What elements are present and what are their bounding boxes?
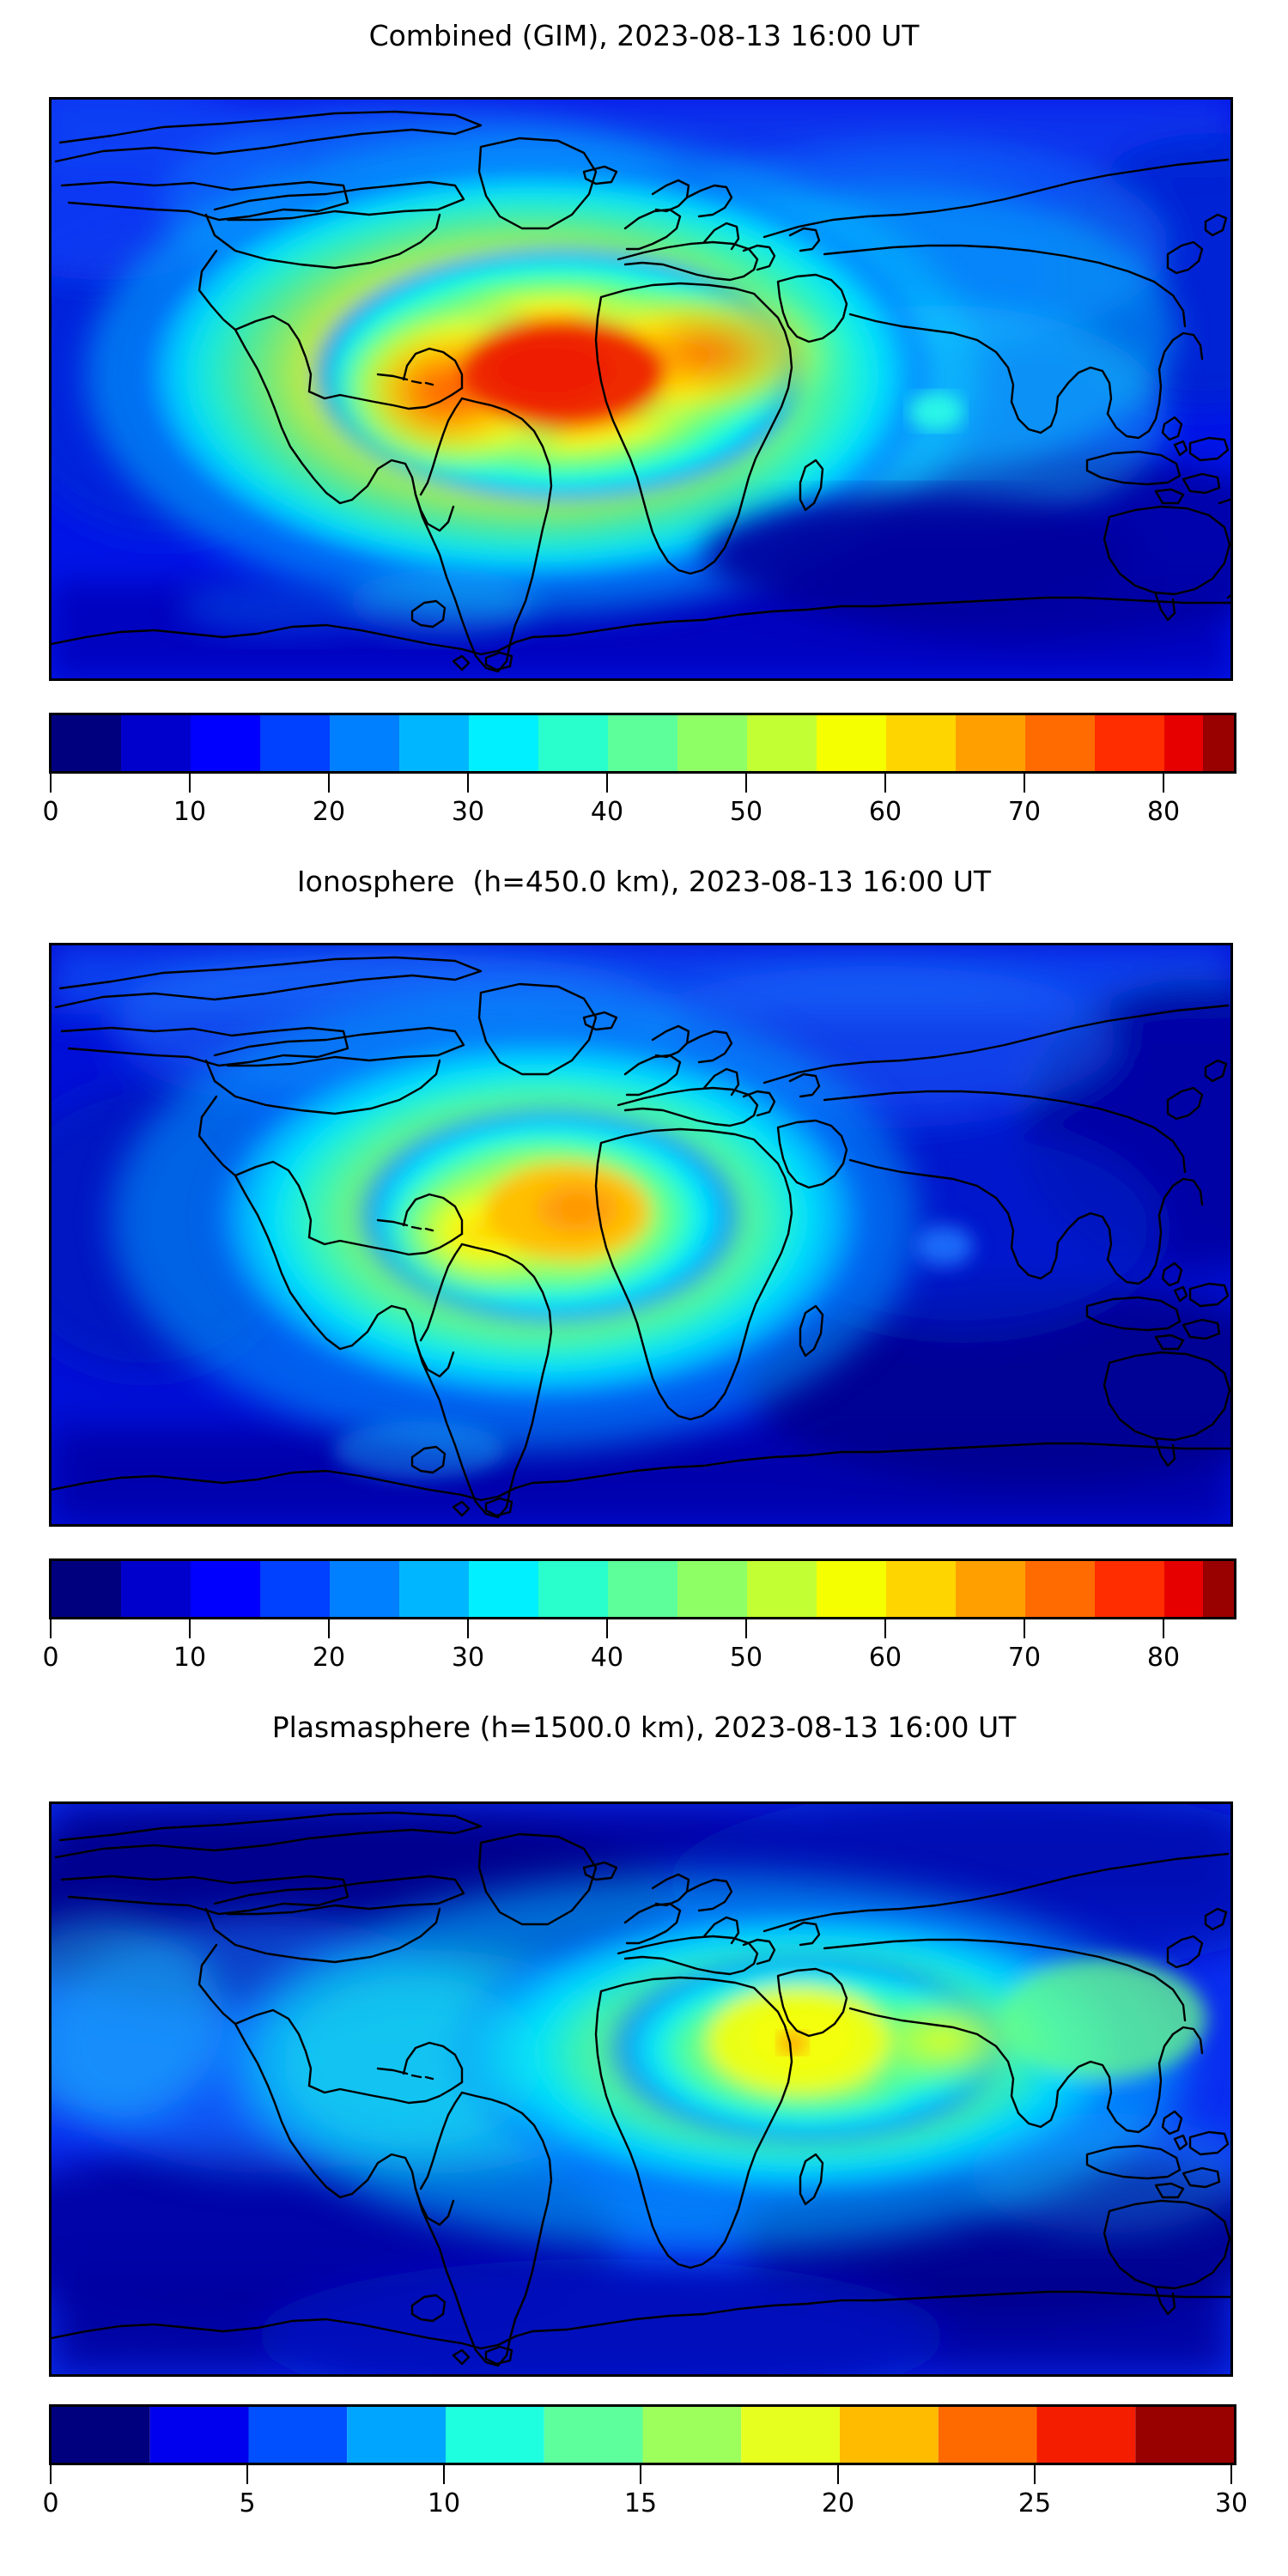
colorbar-label: 20	[312, 797, 346, 827]
colorbar-combined-gim	[49, 713, 1236, 774]
colorbar-wrap-ionosphere: 0 10 20 30 40 50 60 70 80	[0, 1558, 1288, 1704]
colorbar-tick	[1034, 2465, 1036, 2484]
colorbar-tick	[606, 774, 608, 793]
map-ionosphere	[49, 943, 1233, 1527]
coastlines	[52, 1811, 1230, 2367]
colorbar-tick	[884, 774, 886, 793]
colorbar-swatches-ionosphere	[52, 1561, 1234, 1617]
colorbar-tick	[467, 1619, 469, 1638]
map-canvas-plasmasphere	[52, 1804, 1230, 2374]
colorbar-wrap-combined-gim: 0 10 20 30 40 50 60 70 80	[0, 713, 1288, 859]
colorbar-wrap-plasmasphere: 0 5 10 15 20 25 30	[0, 2404, 1288, 2559]
colorbar-label: 70	[1007, 1643, 1042, 1673]
colorbar-tick	[328, 774, 330, 793]
coastlines	[52, 110, 1230, 673]
colorbar-ionosphere	[49, 1558, 1236, 1619]
map-plasmasphere	[49, 1801, 1233, 2377]
colorbar-tick	[745, 774, 747, 793]
colorbar-label: 0	[42, 797, 59, 827]
colorbar-tick	[745, 1619, 747, 1638]
colorbar-tick	[443, 2465, 445, 2484]
colorbar-label: 5	[239, 2488, 256, 2518]
panel-title-plasmasphere: Plasmasphere (h=1500.0 km), 2023-08-13 1…	[271, 1710, 1017, 1744]
colorbar-label: 60	[868, 797, 902, 827]
colorbar-label: 30	[451, 1643, 485, 1673]
colorbar-tick	[837, 2465, 839, 2484]
panel-title-combined-gim: Combined (GIM), 2023-08-13 16:00 UT	[368, 19, 920, 52]
colorbar-label: 10	[427, 2488, 461, 2518]
colorbar-label: 20	[821, 2488, 855, 2518]
colorbar-tick	[328, 1619, 330, 1638]
colorbar-label: 40	[590, 797, 624, 827]
colorbar-tick	[1163, 774, 1164, 793]
colorbar-tick	[467, 774, 469, 793]
colorbar-tick	[50, 2465, 52, 2484]
colorbar-label: 0	[42, 2488, 59, 2518]
colorbar-tick	[50, 1619, 52, 1638]
coastlines	[52, 956, 1230, 1519]
colorbar-tick	[189, 1619, 191, 1638]
map-canvas-combined-gim	[52, 100, 1230, 678]
colorbar-label: 30	[451, 797, 485, 827]
colorbar-plasmasphere	[49, 2404, 1236, 2465]
panel-title-ionosphere: Ionosphere (h=450.0 km), 2023-08-13 16:0…	[296, 865, 992, 898]
colorbar-label: 80	[1146, 1643, 1181, 1673]
colorbar-tick	[50, 774, 52, 793]
colorbar-label: 0	[42, 1643, 59, 1673]
colorbar-label: 10	[173, 1643, 207, 1673]
colorbar-label: 10	[173, 797, 207, 827]
colorbar-label: 50	[729, 797, 763, 827]
colorbar-label: 30	[1214, 2488, 1249, 2518]
colorbar-label: 70	[1007, 797, 1042, 827]
map-combined-gim	[49, 97, 1233, 681]
colorbar-tick	[189, 774, 191, 793]
colorbar-label: 20	[312, 1643, 346, 1673]
colorbar-label: 50	[729, 1643, 763, 1673]
colorbar-label: 15	[623, 2488, 658, 2518]
colorbar-label: 60	[868, 1643, 902, 1673]
colorbar-tick	[606, 1619, 608, 1638]
map-canvas-ionosphere	[52, 945, 1230, 1524]
colorbar-label: 40	[590, 1643, 624, 1673]
colorbar-tick	[1024, 1619, 1025, 1638]
colorbar-tick	[1163, 1619, 1164, 1638]
colorbar-tick	[246, 2465, 248, 2484]
colorbar-swatches-combined-gim	[52, 715, 1234, 771]
colorbar-tick	[884, 1619, 886, 1638]
colorbar-label: 25	[1018, 2488, 1052, 2518]
colorbar-swatches-plasmasphere	[52, 2407, 1234, 2463]
colorbar-tick	[1024, 774, 1025, 793]
colorbar-tick	[1230, 2465, 1232, 2484]
colorbar-tick	[640, 2465, 641, 2484]
colorbar-label: 80	[1146, 797, 1181, 827]
